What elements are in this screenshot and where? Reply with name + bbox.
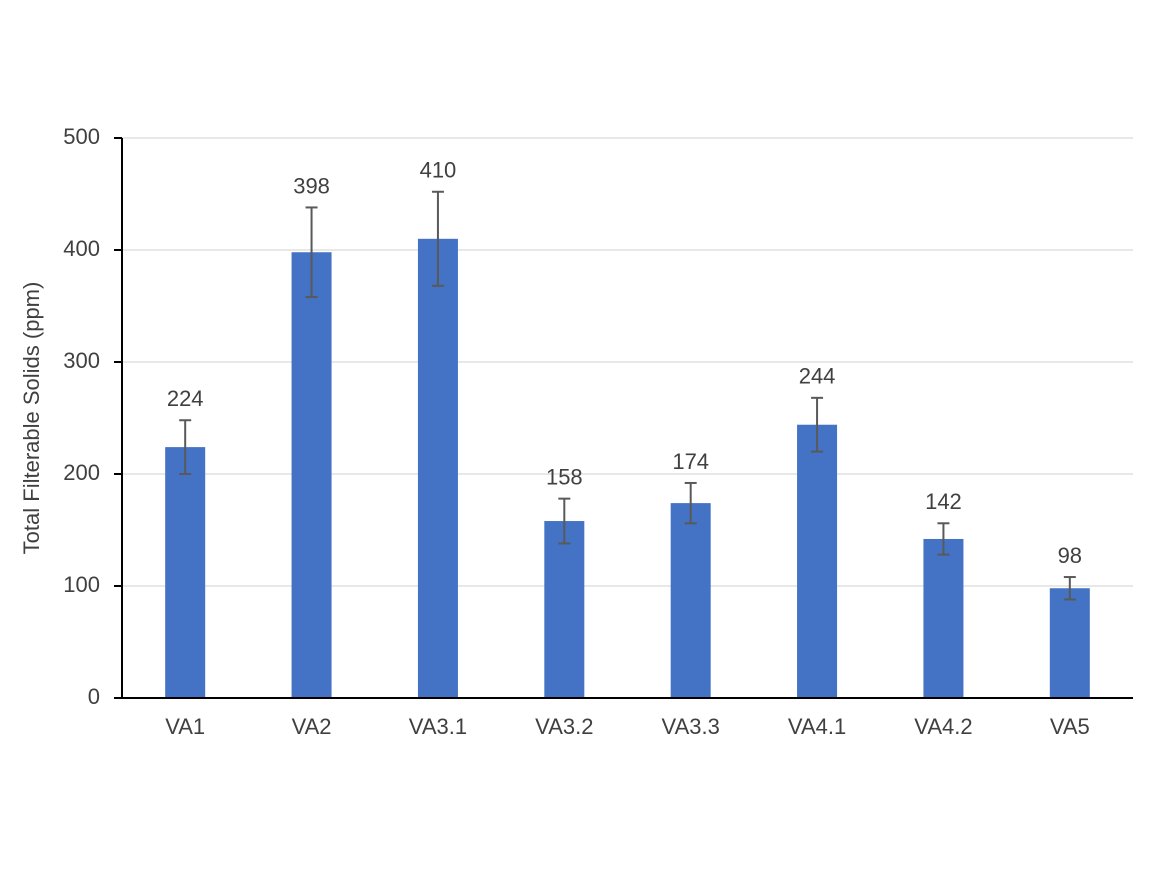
bar <box>291 252 332 699</box>
x-tick-label: VA2 <box>292 714 332 739</box>
bar <box>544 521 585 698</box>
y-tick-label: 300 <box>63 348 100 373</box>
bar <box>670 503 711 698</box>
y-tick-label: 100 <box>63 572 100 597</box>
x-tick-label: VA4.1 <box>788 714 846 739</box>
data-label: 158 <box>546 464 583 489</box>
x-tick-label: VA4.2 <box>914 714 972 739</box>
x-tick-label: VA3.1 <box>409 714 467 739</box>
bar <box>923 538 964 698</box>
x-tick-label: VA5 <box>1050 714 1090 739</box>
x-tick-label: VA3.2 <box>535 714 593 739</box>
data-label: 244 <box>799 364 836 389</box>
data-label: 410 <box>420 158 457 183</box>
x-tick-label: VA3.3 <box>662 714 720 739</box>
y-tick-label: 0 <box>88 684 100 709</box>
y-tick-label: 200 <box>63 460 100 485</box>
data-label: 224 <box>167 386 204 411</box>
bar <box>1049 588 1090 698</box>
y-tick-label: 500 <box>63 124 100 149</box>
x-tick-label: VA1 <box>165 714 205 739</box>
data-label: 98 <box>1058 543 1082 568</box>
bar <box>417 238 458 699</box>
data-label: 398 <box>293 173 330 198</box>
data-label: 142 <box>925 489 962 514</box>
bar <box>165 447 206 698</box>
data-label: 174 <box>672 449 709 474</box>
bar <box>797 424 838 698</box>
y-tick-label: 400 <box>63 236 100 261</box>
y-axis-label: Total Filterable Solids (ppm) <box>19 282 44 555</box>
